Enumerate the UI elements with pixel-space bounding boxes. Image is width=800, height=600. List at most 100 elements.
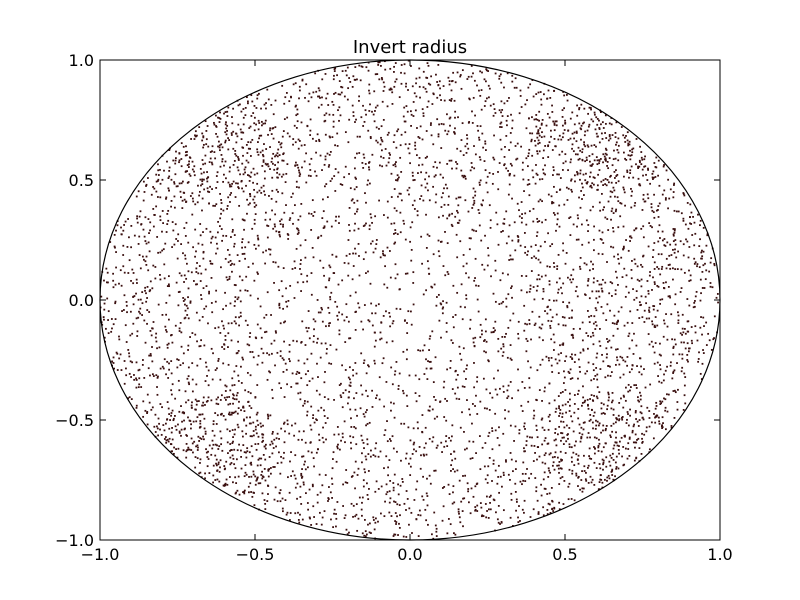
data-point [474, 485, 477, 488]
data-point [249, 482, 252, 485]
data-point [344, 131, 347, 134]
data-point [400, 459, 402, 462]
data-point [366, 443, 369, 446]
data-point [608, 339, 611, 342]
data-point [227, 137, 229, 140]
data-point [257, 482, 260, 485]
data-point [297, 392, 300, 395]
data-point [478, 181, 481, 184]
data-point [557, 353, 560, 356]
data-point [528, 148, 531, 151]
data-point [509, 162, 512, 165]
data-point [189, 157, 192, 159]
data-point [677, 322, 680, 324]
data-point [262, 454, 265, 456]
data-point [248, 491, 250, 494]
data-point [245, 456, 248, 459]
data-point [341, 86, 344, 89]
data-point [383, 515, 386, 518]
data-point [615, 181, 618, 184]
data-point [389, 153, 391, 156]
data-point [284, 499, 287, 501]
data-point [365, 222, 367, 225]
data-point [335, 517, 338, 520]
data-point [616, 148, 619, 151]
data-point [440, 241, 442, 243]
data-point [672, 240, 675, 243]
data-point [435, 527, 438, 530]
data-point [520, 201, 523, 203]
data-point [348, 229, 351, 232]
data-point [578, 432, 581, 435]
data-point [560, 432, 562, 434]
data-point [175, 150, 177, 153]
data-point [559, 391, 562, 394]
data-point [527, 155, 530, 158]
data-point [537, 91, 540, 94]
data-point [445, 301, 448, 304]
data-point [202, 396, 205, 399]
data-point [670, 254, 673, 256]
data-point [148, 250, 151, 253]
data-point [374, 106, 377, 109]
data-point [640, 227, 643, 230]
data-point [341, 70, 344, 73]
data-point [615, 208, 618, 211]
data-point [497, 243, 500, 246]
data-point [622, 394, 625, 397]
data-point [447, 483, 450, 486]
data-point [405, 358, 408, 361]
data-point [581, 148, 584, 151]
data-point [196, 457, 199, 460]
data-point [640, 453, 643, 455]
data-point [361, 532, 364, 535]
data-point [577, 358, 580, 361]
data-point [242, 444, 245, 446]
data-point [138, 235, 141, 238]
data-point [238, 103, 241, 106]
data-point [451, 342, 454, 344]
data-point [702, 250, 705, 253]
data-point [588, 447, 591, 450]
data-point [200, 272, 203, 275]
data-point [426, 495, 429, 497]
data-point [185, 456, 188, 459]
data-point [366, 494, 369, 496]
data-point [462, 525, 464, 528]
data-point [486, 191, 489, 194]
data-point [312, 457, 315, 460]
data-point [480, 89, 483, 91]
data-point [270, 133, 273, 135]
data-point [618, 262, 621, 265]
data-point [453, 131, 456, 134]
data-point [396, 130, 399, 133]
data-point [625, 285, 628, 288]
data-point [394, 520, 397, 522]
data-point [119, 269, 122, 272]
data-point [621, 455, 623, 458]
data-point [215, 175, 218, 177]
data-point [244, 389, 247, 392]
data-point [531, 132, 534, 135]
data-point [657, 240, 660, 243]
data-point [578, 107, 581, 109]
data-point [263, 316, 266, 319]
data-point [529, 436, 531, 439]
data-point [136, 215, 139, 218]
data-point [673, 182, 676, 185]
data-point [530, 444, 533, 447]
data-point [545, 355, 548, 358]
data-point [112, 279, 115, 282]
data-point [337, 443, 339, 446]
data-point [534, 322, 537, 325]
data-point [521, 483, 523, 486]
data-point [542, 157, 545, 159]
data-point [356, 414, 358, 417]
data-point [329, 266, 332, 269]
data-point [313, 328, 315, 331]
data-point [274, 261, 277, 264]
data-point [383, 467, 385, 470]
data-point [242, 146, 245, 149]
data-point [569, 161, 572, 164]
data-point [446, 532, 449, 535]
